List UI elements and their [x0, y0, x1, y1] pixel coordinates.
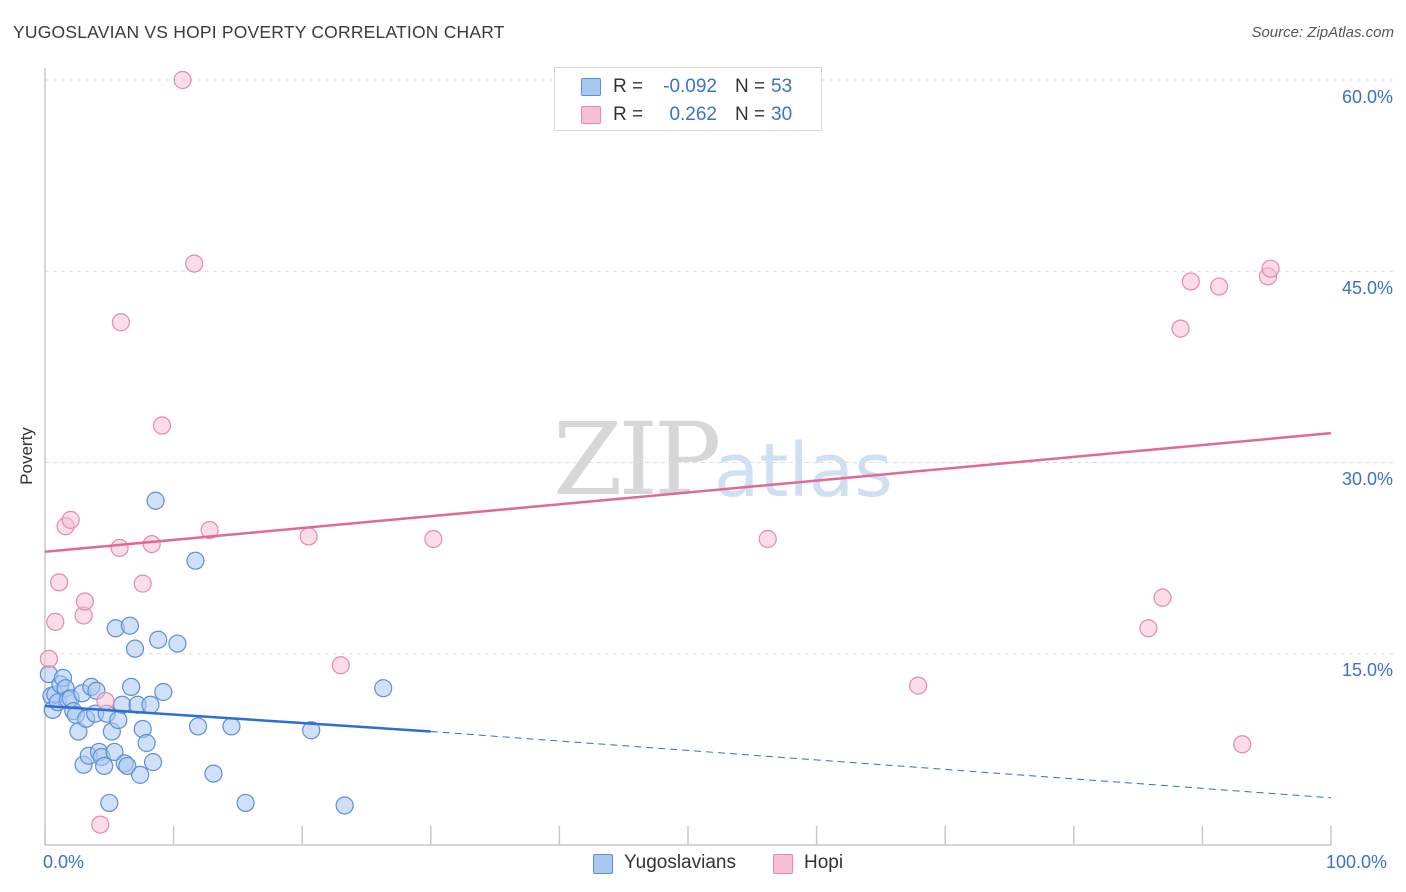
- y-axis-label: Poverty: [17, 427, 36, 485]
- hopi-point: [331, 656, 350, 675]
- yugoslavians-point: [236, 793, 255, 813]
- hopi-point: [299, 527, 318, 546]
- axes: [44, 68, 1332, 846]
- yugoslavians-point: [335, 796, 354, 815]
- hopi-point: [142, 534, 161, 554]
- hopi-point: [424, 529, 443, 549]
- hopi-legend-swatch: [773, 854, 793, 874]
- yugoslavians-point: [125, 639, 145, 658]
- legend-label: Hopi: [804, 852, 844, 873]
- hopi-point: [1233, 735, 1252, 754]
- hopi-swatch: [581, 106, 601, 124]
- yugoslavians-point: [168, 634, 187, 653]
- yugoslavians-point: [302, 721, 321, 740]
- yugoslavians-trend-extension: [430, 731, 1332, 799]
- watermark-atlas: atlas: [714, 428, 893, 514]
- hopi-point: [758, 529, 777, 549]
- yugoslavians-trend-line: [44, 704, 431, 733]
- watermark-zip: ZIP: [553, 401, 721, 518]
- y-tick-30: 30.0%: [1341, 469, 1393, 489]
- yugoslavians-point: [137, 733, 156, 753]
- yugoslavians-point: [122, 677, 141, 697]
- grid-lines: [45, 79, 1393, 655]
- hopi-point: [111, 313, 130, 332]
- yugoslavians-point: [95, 756, 114, 776]
- y-tick-15: 15.0%: [1341, 660, 1393, 680]
- hopi-points: [39, 70, 1280, 834]
- yugoslavians-swatch: [581, 78, 601, 96]
- hopi-point: [200, 520, 219, 540]
- yugoslavians-point: [131, 765, 150, 784]
- yugoslavians-point: [109, 710, 128, 730]
- yugoslavians-point: [141, 695, 160, 714]
- hopi-point: [75, 592, 94, 611]
- y-tick-60: 60.0%: [1341, 87, 1393, 107]
- yugoslavians-point: [120, 616, 139, 635]
- r-value: -0.092: [663, 76, 717, 97]
- yugoslavians-point: [374, 679, 393, 698]
- yugoslavians-points: [39, 491, 393, 815]
- hopi-point: [1261, 259, 1280, 278]
- yugoslavians-point: [143, 753, 163, 772]
- r-label: R =: [613, 76, 644, 97]
- yugoslavians-point: [146, 491, 165, 510]
- hopi-point: [39, 649, 58, 668]
- hopi-point: [909, 676, 928, 695]
- correlation-stats-box: R = -0.092 N = 53 R = 0.262 N = 30: [554, 67, 822, 131]
- n-label: N =: [735, 76, 766, 97]
- yugoslavians-point: [100, 793, 119, 813]
- hopi-point: [91, 815, 110, 834]
- hopi-trend-line: [44, 431, 1332, 553]
- r-label: R =: [613, 104, 644, 125]
- hopi-point: [1153, 588, 1172, 607]
- stats-row-hopi: R = 0.262 N = 30: [555, 101, 821, 129]
- hopi-point: [46, 612, 65, 631]
- hopi-point: [173, 70, 192, 90]
- hopi-point: [152, 416, 172, 435]
- n-value: 30: [771, 104, 793, 125]
- stats-row-yugoslavians: R = -0.092 N = 53: [555, 73, 821, 101]
- yugoslavians-point: [149, 630, 168, 649]
- hopi-point: [110, 538, 129, 558]
- yugoslavians-point: [118, 756, 137, 776]
- yugoslavians-legend-swatch: [593, 854, 613, 874]
- yugoslavians-point: [154, 682, 173, 702]
- yugoslavians-point: [188, 717, 208, 736]
- yugoslavians-point: [186, 551, 205, 570]
- hopi-point: [50, 573, 69, 592]
- x-tick-100: 100.0%: [1326, 852, 1388, 872]
- hopi-point: [1139, 619, 1158, 638]
- hopi-point: [1171, 319, 1190, 338]
- hopi-point: [185, 254, 204, 273]
- yugoslavians-point: [222, 717, 241, 736]
- chart-title: YUGOSLAVIAN VS HOPI POVERTY CORRELATION …: [13, 22, 505, 42]
- r-value: 0.262: [669, 104, 717, 125]
- hopi-point: [133, 574, 152, 593]
- source-credit: Source: ZipAtlas.com: [1251, 24, 1394, 41]
- hopi-point: [96, 691, 115, 711]
- n-label: N =: [735, 104, 766, 125]
- yugoslavians-point: [105, 742, 124, 762]
- hopi-point: [61, 510, 80, 529]
- y-tick-45: 45.0%: [1341, 278, 1393, 298]
- trend-lines: [44, 431, 1332, 799]
- hopi-point: [1210, 277, 1229, 296]
- yugoslavians-point: [204, 764, 223, 783]
- x-tick-0: 0.0%: [43, 852, 85, 872]
- legend-label: Yugoslavians: [624, 852, 736, 873]
- hopi-point: [1181, 272, 1200, 291]
- n-value: 53: [771, 76, 793, 97]
